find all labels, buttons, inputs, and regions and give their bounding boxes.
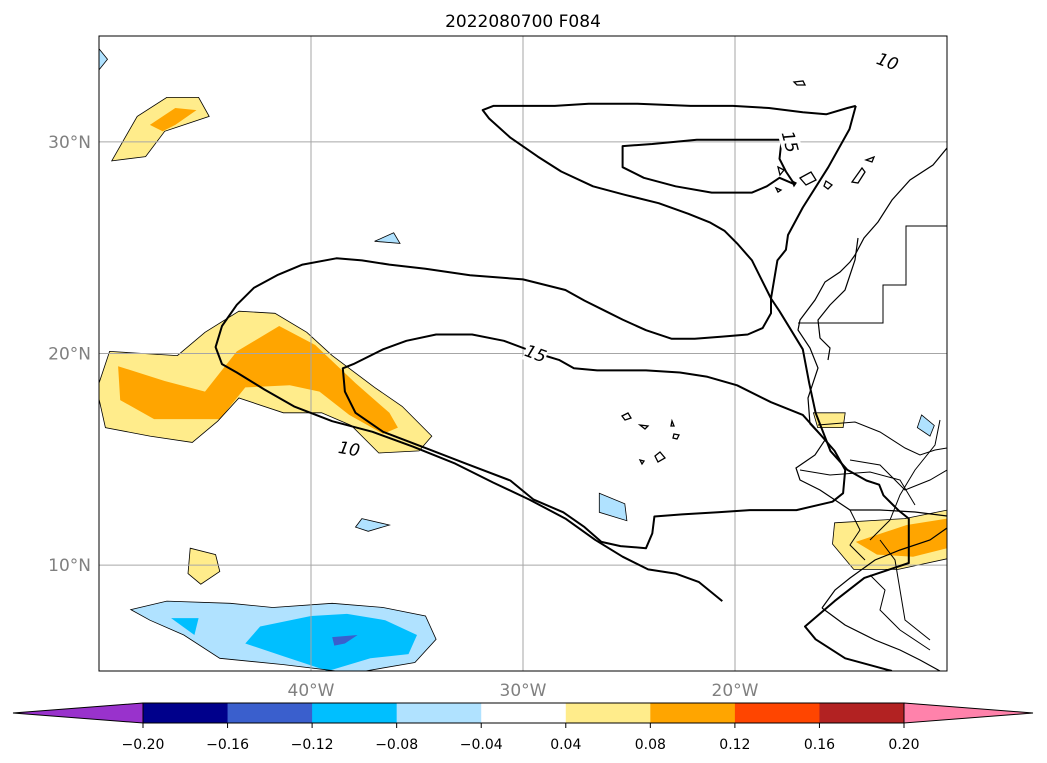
contour-15-line-4 (341, 333, 847, 550)
colorbar-swatch (396, 703, 482, 723)
shaded-region-14 (355, 518, 390, 532)
shaded-regions (99, 48, 947, 671)
shaded-region-outline-1 (110, 97, 210, 162)
shaded-region-10 (245, 613, 417, 671)
map-frame (98, 35, 948, 672)
shaded-region-outline-13 (598, 492, 628, 522)
colorbar-tick-label: 0.12 (719, 737, 750, 753)
colorbar-swatch (481, 703, 567, 723)
shaded-region-outline-14 (354, 518, 391, 532)
gridlines (99, 36, 947, 671)
colorbar-tick-label: 0.04 (550, 737, 581, 753)
lat-label: 30°N (48, 133, 91, 153)
border-5 (849, 459, 947, 491)
colorbar-tick-label: 0.16 (804, 737, 835, 753)
shaded-region-outlines (99, 48, 947, 671)
coastlines (795, 147, 947, 671)
lat-label: 10°N (48, 556, 91, 576)
colorbar-tick-label: −0.16 (206, 737, 249, 753)
island-cape-verde-3 (670, 418, 675, 427)
shaded-region-outline-7 (832, 509, 947, 570)
chart-title: 2022080700 F084 (445, 12, 601, 32)
colorbar-extend-low (12, 702, 144, 724)
colorbar: −0.20 −0.16 −0.12 −0.08 −0.04 0.04 0.08 0.12 0.1… (12, 702, 1034, 753)
shaded-region-13 (599, 493, 627, 521)
shaded-region-11 (171, 618, 199, 635)
shaded-region-8 (855, 518, 947, 557)
border-1 (798, 225, 947, 324)
shaded-region-16 (917, 414, 935, 437)
contour-label-bg-4 (336, 436, 362, 461)
island-cape-verde-4 (672, 433, 680, 440)
contour-label-4: 10 (337, 438, 362, 461)
longitude-labels: 40°W 30°W 20°W (288, 681, 759, 701)
shaded-region-12 (332, 635, 358, 646)
coastline-africa (795, 147, 947, 517)
coastline-south (821, 607, 941, 671)
colorbar-frame (142, 702, 905, 724)
coastline-gulf (821, 527, 947, 609)
island-cape-verde-1 (621, 412, 632, 421)
island-madeira-3 (864, 155, 876, 163)
island-canary-2 (798, 171, 817, 186)
latitude-labels: 10°N 20°N 30°N (48, 133, 91, 576)
border-3 (799, 469, 916, 506)
contour-10-line-1 (770, 105, 910, 671)
lon-label: 20°W (712, 681, 759, 701)
islands (621, 80, 876, 466)
colorbar-tick-label: −0.12 (291, 737, 334, 753)
colorbar-swatch (143, 703, 229, 723)
colorbar-tick-label: −0.20 (122, 737, 165, 753)
colorbar-tick-label: 0.20 (888, 737, 919, 753)
shaded-region-17 (99, 48, 108, 70)
shaded-region-outline-17 (99, 48, 109, 71)
lon-label: 30°W (500, 681, 547, 701)
shaded-region-15 (374, 232, 400, 244)
island-madeira-1 (792, 80, 807, 86)
colorbar-swatch (312, 703, 398, 723)
island-canary-3 (823, 180, 834, 190)
contour-label-bg-1 (873, 48, 902, 75)
lat-label: 20°N (48, 345, 91, 365)
coastline-africa-inland (817, 237, 859, 361)
colorbar-swatch (819, 703, 905, 723)
colorbar-extend-high (903, 702, 1034, 724)
border-7 (869, 574, 931, 651)
colorbar-swatch (227, 703, 313, 723)
border-2 (817, 421, 947, 456)
shaded-region-outline-6 (812, 412, 846, 428)
lon-label: 40°W (288, 681, 335, 701)
contour-lines (214, 102, 910, 671)
colorbar-swatch (650, 703, 736, 723)
shaded-region-outline-16 (916, 414, 935, 437)
island-cape-verde-5 (638, 459, 646, 466)
contour-15-line-3 (621, 138, 796, 194)
country-borders (798, 225, 947, 651)
island-cape-verde-2 (637, 424, 650, 430)
shaded-region-outline-15 (374, 232, 401, 244)
border-8 (849, 509, 866, 561)
shaded-region-outline-3 (99, 310, 433, 454)
contour-label-bg-3 (521, 340, 550, 367)
shaded-region-2 (149, 108, 197, 132)
contour-10-line-2 (214, 102, 857, 602)
contour-label-bg-2 (777, 128, 803, 156)
border-4 (879, 539, 931, 641)
border-6 (869, 419, 941, 541)
island-canary-1 (777, 165, 786, 177)
colorbar-tick-label: −0.04 (460, 737, 503, 753)
shaded-region-outline-5 (187, 547, 221, 585)
shaded-region-outline-9 (129, 600, 437, 671)
colorbar-tick-label: −0.08 (375, 737, 418, 753)
island-madeira-2 (850, 166, 866, 184)
colorbar-tick-label: 0.08 (635, 737, 666, 753)
colorbar-swatch (734, 703, 820, 723)
colorbar-swatch (565, 703, 651, 723)
shaded-region-5 (188, 548, 220, 585)
island-canary-5 (774, 186, 783, 193)
shaded-region-4 (118, 326, 398, 434)
island-cape-verde-6 (654, 451, 666, 463)
